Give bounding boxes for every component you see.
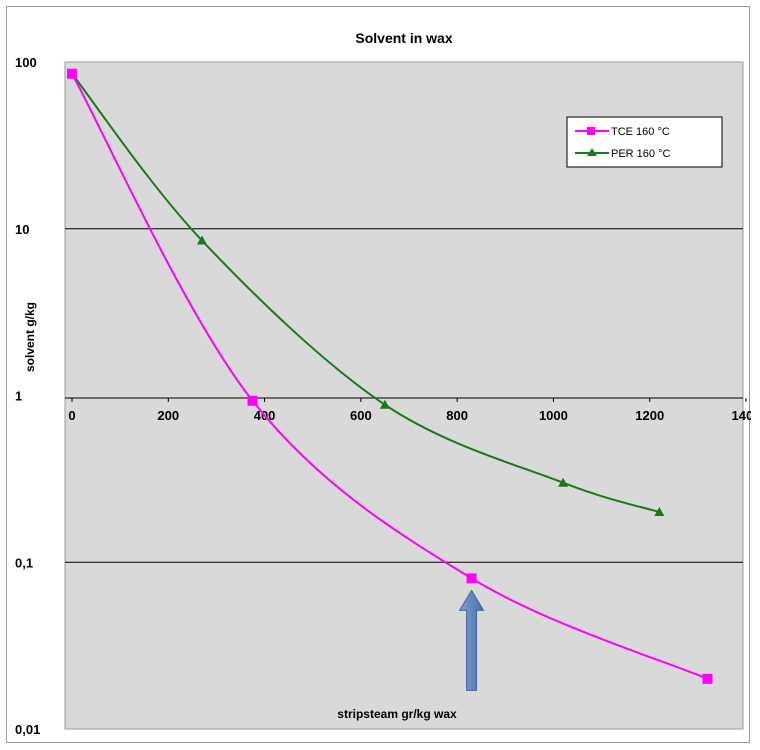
x-tick-label: 1000	[539, 408, 568, 423]
series-line-0	[71, 73, 708, 680]
legend-label-1: PER 160 °C	[611, 148, 670, 160]
x-tick-label: 0	[68, 408, 75, 423]
y-axis-label: solvent g/kg	[23, 302, 37, 372]
y-tick-label: 10	[15, 222, 29, 237]
y-tick-label: 0,01	[15, 722, 40, 737]
per-marker	[558, 477, 569, 487]
legend-box	[566, 116, 723, 168]
tce-marker	[247, 395, 258, 406]
x-tick-label: 1400	[732, 408, 751, 423]
x-tick-label: 200	[157, 408, 179, 423]
legend-label-0: TCE 160 °C	[611, 126, 670, 138]
series-layer	[67, 68, 713, 684]
gridlines	[65, 228, 743, 563]
x-tick-label: 1200	[635, 408, 664, 423]
plot-area	[64, 61, 744, 730]
tce-marker	[67, 68, 77, 79]
y-tick-label: 1	[15, 389, 22, 404]
legend: TCE 160 °C PER 160 °C	[566, 116, 723, 168]
chart-title: Solvent in wax	[355, 30, 452, 46]
per-marker	[379, 399, 390, 409]
x-tick-label: 800	[446, 408, 468, 423]
tce-marker	[702, 673, 713, 684]
per-marker	[654, 507, 665, 517]
chart: Solvent in wax 0200400600800100012001400…	[15, 30, 751, 737]
x-axis-label: stripsteam gr/kg wax	[337, 707, 457, 721]
per-marker	[196, 235, 207, 245]
y-tick-labels: 100 10 1 0,1 0,01	[15, 55, 40, 737]
legend-marker-1	[587, 148, 597, 156]
series-line-1	[71, 73, 660, 514]
y-tick-label: 100	[15, 55, 37, 70]
chart-frame: Solvent in wax 0200400600800100012001400…	[6, 6, 751, 743]
tce-marker	[466, 573, 477, 584]
annotation-arrow	[458, 589, 485, 691]
x-tick-label: 600	[350, 408, 372, 423]
legend-marker-0	[587, 127, 595, 135]
y-tick-label: 0,1	[15, 555, 33, 570]
arrow-shape	[458, 589, 485, 691]
